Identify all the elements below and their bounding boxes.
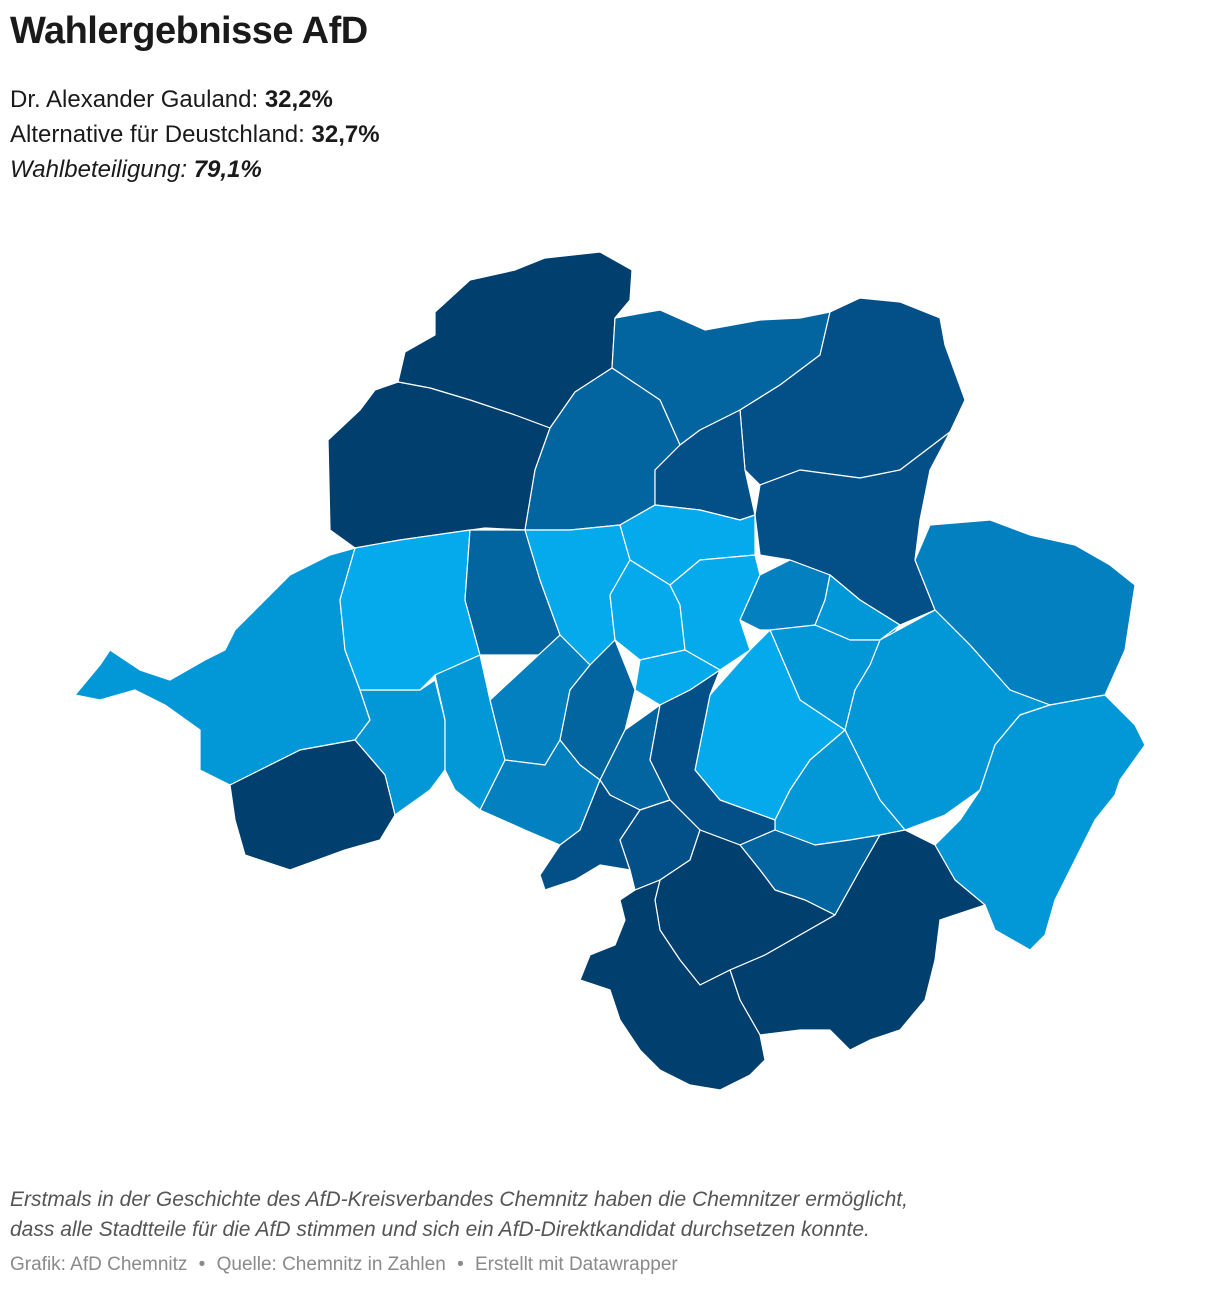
district-centre-d[interactable] <box>669 554 761 671</box>
footnote-line-1: Erstmals in der Geschichte des AfD-Kreis… <box>10 1188 908 1211</box>
footnote: Erstmals in der Geschichte des AfD-Kreis… <box>10 1185 1190 1245</box>
footer-separator: • <box>198 1254 206 1275</box>
footnote-line-2: dass alle Stadtteile für die AfD stimmen… <box>10 1218 870 1241</box>
stats-block: Dr. Alexander Gauland: 32,2% Alternative… <box>10 82 380 187</box>
footer-quelle: Quelle: Chemnitz in Zahlen <box>216 1254 446 1275</box>
stat-label-turnout: Wahlbeteiligung: <box>10 156 194 183</box>
district-southwest[interactable] <box>229 739 396 871</box>
stat-value-party: 32,7% <box>311 121 380 148</box>
stat-value-turnout: 79,1% <box>193 156 262 183</box>
chart-title: Wahlergebnisse AfD <box>10 10 368 52</box>
stat-label-candidate: Dr. Alexander Gauland: <box>10 86 265 113</box>
footer-separator: • <box>457 1254 464 1275</box>
district-far-south[interactable] <box>579 879 766 1091</box>
stat-label-party: Alternative für Deustchland: <box>10 121 312 148</box>
stat-row-turnout: Wahlbeteiligung: 79,1% <box>10 152 380 187</box>
stat-value-candidate: 32,2% <box>264 86 333 113</box>
footer-erstellt: Erstellt mit Datawrapper <box>475 1254 678 1275</box>
stat-row-party: Alternative für Deustchland: 32,7% <box>10 117 380 152</box>
district-nw-west[interactable] <box>327 381 551 549</box>
stat-row-candidate: Dr. Alexander Gauland: 32,2% <box>10 82 380 117</box>
footer: Grafik: AfD Chemnitz • Quelle: Chemnitz … <box>10 1254 678 1276</box>
district-map <box>74 251 1146 1091</box>
footer-grafik: Grafik: AfD Chemnitz <box>10 1254 188 1275</box>
district-east-south[interactable] <box>934 694 1146 951</box>
